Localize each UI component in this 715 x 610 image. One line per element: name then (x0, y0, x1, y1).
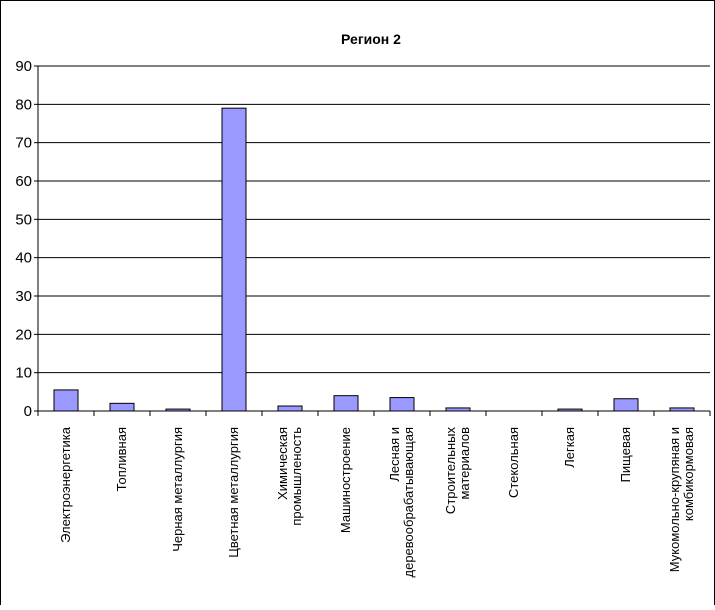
y-tick-label: 40 (15, 250, 32, 267)
gridlines (38, 65, 710, 374)
bar (277, 405, 303, 412)
category-label: Пищевая (618, 427, 633, 482)
category-label: Машиностроение (338, 427, 353, 533)
category-label: промышленость (289, 427, 304, 526)
category-label: Химическая (275, 427, 290, 500)
category-label: Строительных (443, 427, 458, 515)
bar (445, 407, 471, 412)
y-tick-label: 70 (15, 135, 32, 152)
category-label: Стекольная (506, 427, 521, 498)
y-tick-label: 50 (15, 211, 32, 228)
category-label: Цветная металлургия (226, 427, 241, 558)
category-label: Топливная (114, 427, 129, 491)
bar (109, 402, 135, 412)
category-label: Электроэнергетика (58, 426, 73, 543)
y-tick-label: 20 (15, 326, 32, 343)
category-label: Легкая (562, 427, 577, 468)
y-tick-labels: 0 10 20 30 40 50 60 70 80 90 (15, 58, 32, 420)
bar (557, 408, 583, 412)
bar (221, 107, 247, 412)
bar (613, 398, 639, 412)
y-tick-label: 60 (15, 173, 32, 190)
category-labels: Электроэнергетика Топливная Черная металлу… (58, 426, 696, 577)
category-label: Черная металлургия (170, 427, 185, 552)
bar (669, 407, 695, 412)
category-label: материалов (457, 427, 472, 500)
bar (165, 408, 191, 412)
y-tick-label: 90 (15, 58, 32, 75)
bar (333, 395, 359, 412)
axes (34, 65, 711, 416)
chart-title: Регион 2 (341, 31, 401, 47)
y-tick-label: 80 (15, 96, 32, 113)
y-tick-label: 10 (15, 365, 32, 382)
category-label: Мукомольно-крупяная и (667, 427, 682, 572)
category-label: Лесная и (387, 427, 402, 482)
category-label: деревообрабатывающая (401, 427, 416, 578)
y-tick-label: 30 (15, 288, 32, 305)
bar (53, 389, 79, 412)
bars (53, 107, 695, 412)
category-label: комбикормовая (681, 427, 696, 521)
bar (389, 397, 415, 412)
y-tick-label: 0 (24, 403, 32, 420)
